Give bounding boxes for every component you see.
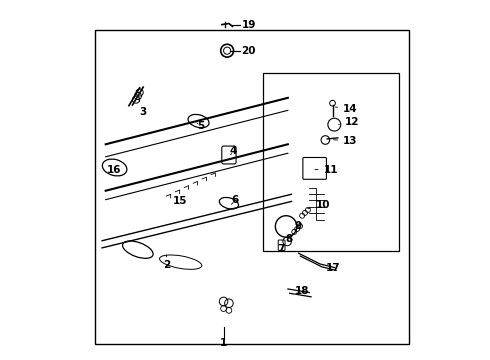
Text: 3: 3 bbox=[139, 99, 147, 117]
Text: 17: 17 bbox=[326, 262, 341, 273]
Text: 19: 19 bbox=[242, 19, 256, 30]
Text: 1: 1 bbox=[220, 338, 227, 347]
Text: 13: 13 bbox=[334, 136, 358, 146]
Text: 5: 5 bbox=[196, 121, 204, 131]
Text: 9: 9 bbox=[294, 221, 301, 231]
Text: 15: 15 bbox=[173, 197, 187, 206]
Text: 8: 8 bbox=[285, 234, 292, 244]
Text: 18: 18 bbox=[295, 287, 309, 296]
Text: 7: 7 bbox=[277, 244, 284, 253]
Text: 12: 12 bbox=[339, 117, 360, 127]
Text: 14: 14 bbox=[335, 104, 358, 113]
Text: 2: 2 bbox=[163, 255, 170, 270]
Text: 6: 6 bbox=[231, 195, 239, 205]
Text: 20: 20 bbox=[242, 46, 256, 56]
Text: 4: 4 bbox=[230, 147, 237, 157]
Text: 10: 10 bbox=[308, 200, 330, 210]
Text: 11: 11 bbox=[315, 165, 338, 175]
Text: 16: 16 bbox=[107, 165, 121, 175]
